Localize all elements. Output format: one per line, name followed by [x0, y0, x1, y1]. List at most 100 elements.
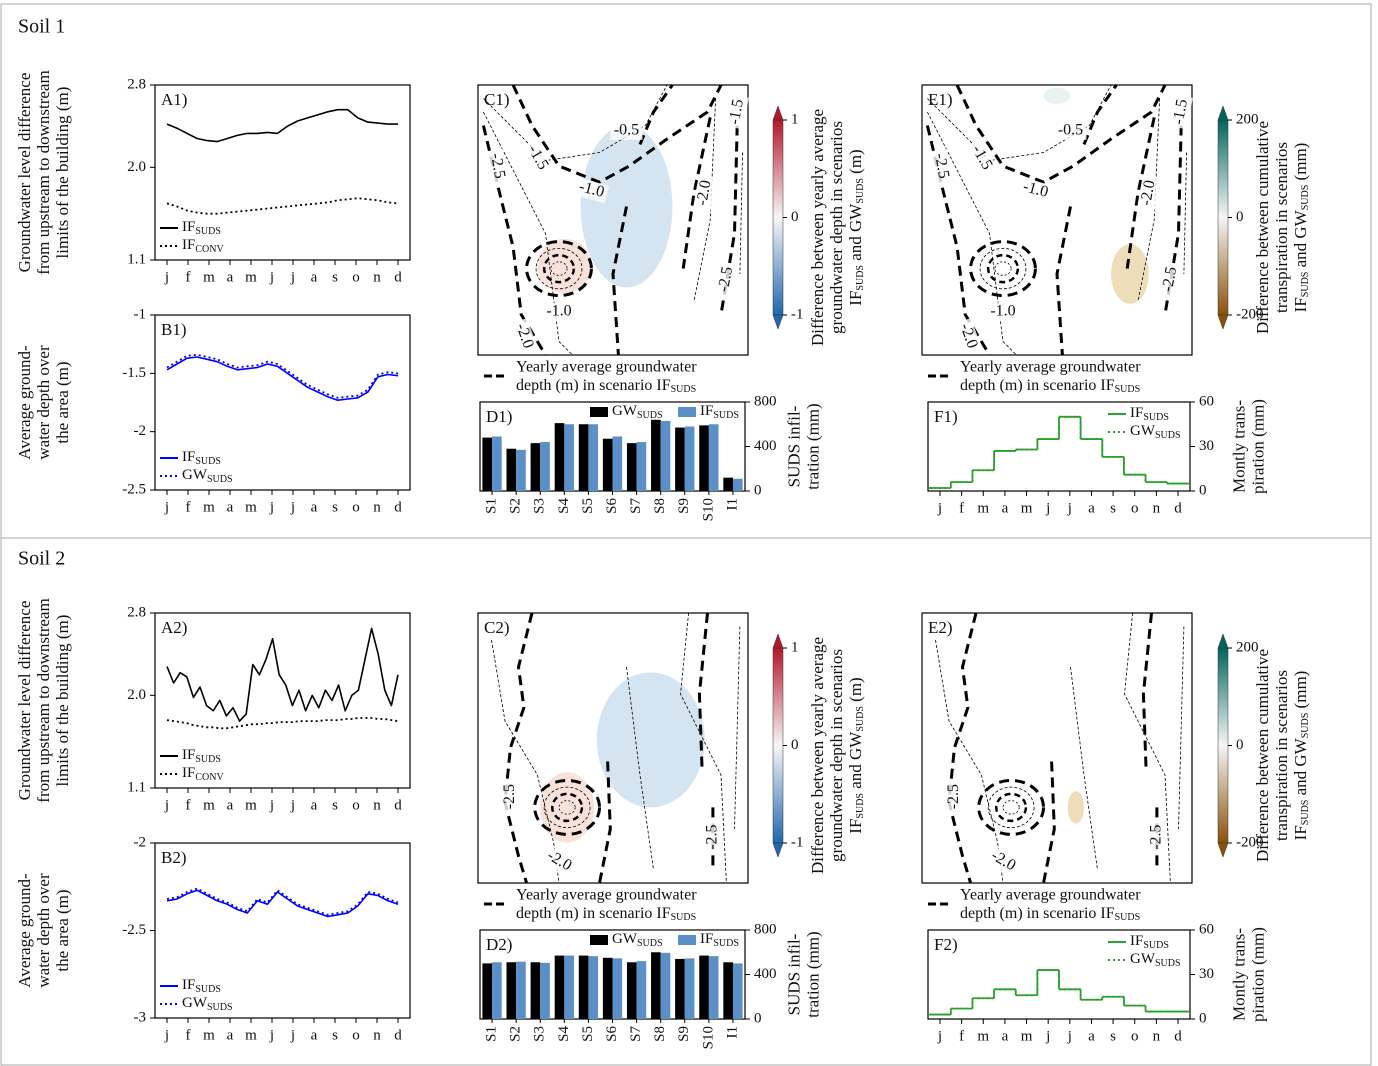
text-part: GW — [612, 931, 638, 947]
colorbar-tick-label: -1 — [791, 306, 804, 322]
subscript: SUDS — [1143, 412, 1169, 423]
bar — [482, 437, 493, 491]
bar — [651, 419, 661, 491]
data-line — [166, 717, 399, 730]
contour-ring — [535, 247, 583, 290]
panel-label: F2) — [934, 935, 958, 954]
contour-label-bg — [485, 148, 509, 184]
subscript: SUDS — [1143, 940, 1169, 951]
contour-thin — [1183, 152, 1187, 275]
y-axis-label: Average ground-water depth over the area … — [15, 873, 72, 988]
x-tick-label: f — [186, 797, 191, 813]
bar — [602, 438, 613, 491]
x-tick-label: s — [332, 797, 338, 813]
contour-ring — [969, 240, 1037, 298]
contour-thick — [1125, 117, 1156, 269]
text-part: IF — [1130, 933, 1143, 949]
colorbar-tick-label: 0 — [1236, 209, 1244, 225]
x-tick-label: a — [311, 499, 318, 515]
legend-label: IFSUDS — [182, 449, 221, 467]
legend-label: IFSUDS — [1130, 933, 1169, 951]
contour-ring — [558, 800, 576, 815]
contour-thick — [598, 761, 612, 884]
x-tick-label: j — [164, 797, 169, 813]
bar — [660, 420, 671, 491]
x-tick-label: j — [290, 269, 295, 285]
x-tick-label: a — [227, 1027, 234, 1043]
bar — [636, 961, 647, 1019]
contour-label: -2.5 — [487, 152, 508, 180]
x-tick-label: S9 — [676, 1026, 692, 1042]
y-tick-label: -2 — [134, 834, 147, 850]
subscript: SUDS — [1300, 185, 1311, 211]
x-tick-label: S7 — [628, 498, 644, 514]
subscript: SUDS — [637, 938, 663, 949]
contour-label-bg — [984, 845, 1022, 878]
colorbar-extend — [772, 314, 784, 330]
subscript: SUDS — [713, 410, 739, 421]
x-tick-label: j — [164, 269, 169, 285]
x-tick-label: S1 — [483, 1026, 499, 1042]
plot-area — [154, 612, 411, 789]
colorbar-tick-label: 0 — [791, 209, 799, 225]
legend-label: GWSUDS — [182, 995, 233, 1013]
colorbar-label: Difference between yearly average groundw… — [808, 109, 866, 346]
bar — [660, 952, 671, 1019]
colorbar-tick-label: 1 — [791, 639, 799, 655]
x-tick-label: d — [394, 1027, 402, 1043]
contour-label-bg — [540, 845, 578, 878]
legend-label: depth (m) in scenario IFSUDS — [960, 905, 1140, 924]
axis-label-line: SUDS infil- — [784, 933, 803, 1015]
text-part: GW — [1130, 951, 1156, 967]
text-part: IF — [1291, 297, 1310, 312]
legend-label: depth (m) in scenario IFSUDS — [516, 377, 696, 396]
x-tick-label: S4 — [556, 498, 572, 514]
panel-label: F1) — [934, 407, 958, 426]
x-tick-label: j — [1045, 1028, 1050, 1044]
colorbar-label: Difference between yearly average groundw… — [808, 637, 866, 874]
legend-label: GWSUDS — [182, 467, 233, 485]
subscript: SUDS — [713, 938, 739, 949]
bar — [516, 449, 526, 491]
contour-thick — [681, 117, 712, 269]
axis-label-line: tration (mm) — [803, 403, 822, 489]
bar — [732, 478, 743, 491]
axis-label-line: Groundwater level difference — [15, 73, 34, 273]
x-tick-label: a — [311, 269, 318, 285]
contour-thick — [611, 206, 628, 356]
x-tick-label: m — [245, 797, 257, 813]
bar — [684, 958, 695, 1019]
x-tick-label: m — [203, 1027, 215, 1043]
y-tick-label: 60 — [1199, 921, 1214, 937]
difference-field — [540, 772, 595, 843]
subscript: SUDS — [671, 912, 697, 923]
y-tick-label: 0 — [754, 1010, 762, 1026]
axis-label-line: Average ground- — [15, 873, 34, 988]
colorbar — [772, 647, 784, 844]
contour-label: -1.0 — [577, 178, 606, 201]
legend-label: Yearly average groundwater — [516, 359, 697, 376]
text-part: IF — [846, 291, 865, 306]
difference-field — [1043, 87, 1071, 104]
x-tick-label: a — [311, 1027, 318, 1043]
difference-field — [596, 672, 705, 808]
section-title: Soil 2 — [18, 548, 65, 570]
axis-label-line: water depth over — [34, 873, 53, 988]
panel-label: E1) — [928, 90, 953, 109]
x-tick-label: o — [352, 499, 360, 515]
x-tick-label: o — [352, 797, 360, 813]
difference-field — [1067, 791, 1084, 824]
x-tick-label: o — [1131, 500, 1139, 516]
y-tick-label: 0 — [1199, 482, 1207, 498]
colorbar-label: Difference between cumulative transpirati… — [1253, 121, 1311, 334]
bar — [506, 448, 517, 491]
x-tick-label: f — [959, 1028, 964, 1044]
contour-thick — [697, 612, 709, 770]
contour-label-bg — [953, 317, 982, 355]
legend-label: GWSUDS — [612, 403, 663, 421]
contour-label-bg — [929, 148, 953, 184]
axis-label-line: transpiration in scenarios — [1272, 670, 1291, 841]
contour-label: -2.5 — [1159, 265, 1180, 293]
y-tick-label: 400 — [754, 438, 777, 454]
colorbar-extend — [772, 842, 784, 858]
